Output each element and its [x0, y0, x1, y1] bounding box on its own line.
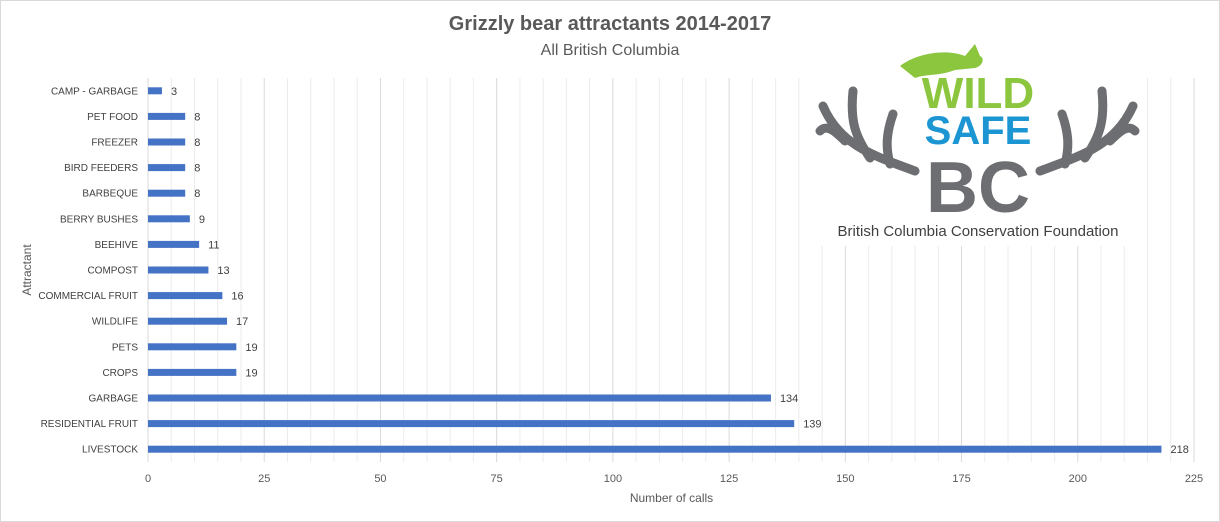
x-axis-label: Number of calls — [629, 491, 714, 505]
category-label: BERRY BUSHES — [60, 214, 138, 225]
bar — [148, 292, 223, 300]
category-label: FREEZER — [91, 138, 138, 149]
cougar-silhouette — [900, 44, 983, 78]
data-label: 3 — [171, 86, 177, 98]
category-label: GARBAGE — [89, 394, 139, 405]
data-label: 19 — [245, 342, 257, 354]
data-labels: 3 8 8 8 8 9 11 13 16 17 19 19 134 139 218 — [171, 86, 1189, 456]
x-tick-label: 175 — [952, 473, 970, 485]
category-label: RESIDENTIAL FRUIT — [41, 419, 138, 430]
bar — [148, 138, 186, 146]
data-label: 8 — [194, 137, 200, 149]
bar — [148, 240, 200, 248]
wildsafe-bc-logo: WILD SAFE BC British Columbia Conservati… — [815, 36, 1140, 246]
x-tick-label: 150 — [836, 473, 854, 485]
logo-tagline: British Columbia Conservation Foundation — [838, 223, 1119, 240]
bar — [148, 87, 162, 95]
category-labels: CAMP - GARBAGE PET FOOD FREEZER BIRD FEEDER… — [38, 86, 138, 455]
bar — [148, 420, 795, 428]
category-label: BEEHIVE — [95, 240, 139, 251]
category-label: LIVESTOCK — [82, 445, 138, 456]
data-label: 9 — [199, 214, 205, 226]
x-tick-label: 225 — [1185, 473, 1203, 485]
data-label: 8 — [194, 111, 200, 123]
data-label: 11 — [208, 239, 219, 251]
x-tick-label: 75 — [491, 473, 503, 485]
data-label: 16 — [231, 291, 243, 303]
category-label: PETS — [112, 342, 138, 353]
bar — [148, 445, 1162, 453]
x-tick-labels: 0 25 50 75 100 125 150 175 200 225 — [145, 473, 1203, 485]
x-tick-label: 25 — [258, 473, 270, 485]
data-label: 218 — [1170, 444, 1188, 456]
bar — [148, 164, 186, 172]
bar — [148, 189, 186, 197]
category-label: COMMERCIAL FRUIT — [38, 291, 138, 302]
x-tick-label: 200 — [1069, 473, 1087, 485]
category-label: BARBEQUE — [82, 189, 138, 200]
x-tick-label: 125 — [720, 473, 738, 485]
bar — [148, 317, 228, 325]
bar — [148, 112, 186, 120]
category-label: WILDLIFE — [92, 317, 138, 328]
bars — [148, 87, 1162, 453]
bar — [148, 266, 209, 274]
x-tick-label: 100 — [604, 473, 622, 485]
logo-word-bc: BC — [926, 148, 1030, 228]
category-label: CROPS — [102, 368, 138, 379]
chart-subtitle: All British Columbia — [540, 42, 680, 59]
category-label: CAMP - GARBAGE — [51, 86, 138, 97]
category-label: COMPOST — [87, 266, 138, 277]
chart-title: Grizzly bear attractants 2014-2017 — [448, 13, 772, 35]
data-label: 8 — [194, 188, 200, 200]
data-label: 13 — [217, 265, 229, 277]
logo-word-wild: WILD — [922, 69, 1034, 118]
data-label: 17 — [236, 316, 248, 328]
data-label: 139 — [803, 419, 821, 431]
category-label: PET FOOD — [87, 112, 138, 123]
category-label: BIRD FEEDERS — [64, 163, 138, 174]
antlers-graphic — [815, 86, 1140, 176]
data-label: 8 — [194, 163, 200, 175]
bar — [148, 215, 190, 223]
bar — [148, 343, 237, 351]
logo-word-safe: SAFE — [925, 109, 1032, 153]
bar — [148, 368, 237, 376]
x-tick-label: 50 — [374, 473, 386, 485]
data-label: 134 — [780, 393, 798, 405]
bar — [148, 394, 771, 402]
x-tick-label: 0 — [145, 473, 151, 485]
data-label: 19 — [245, 367, 257, 379]
